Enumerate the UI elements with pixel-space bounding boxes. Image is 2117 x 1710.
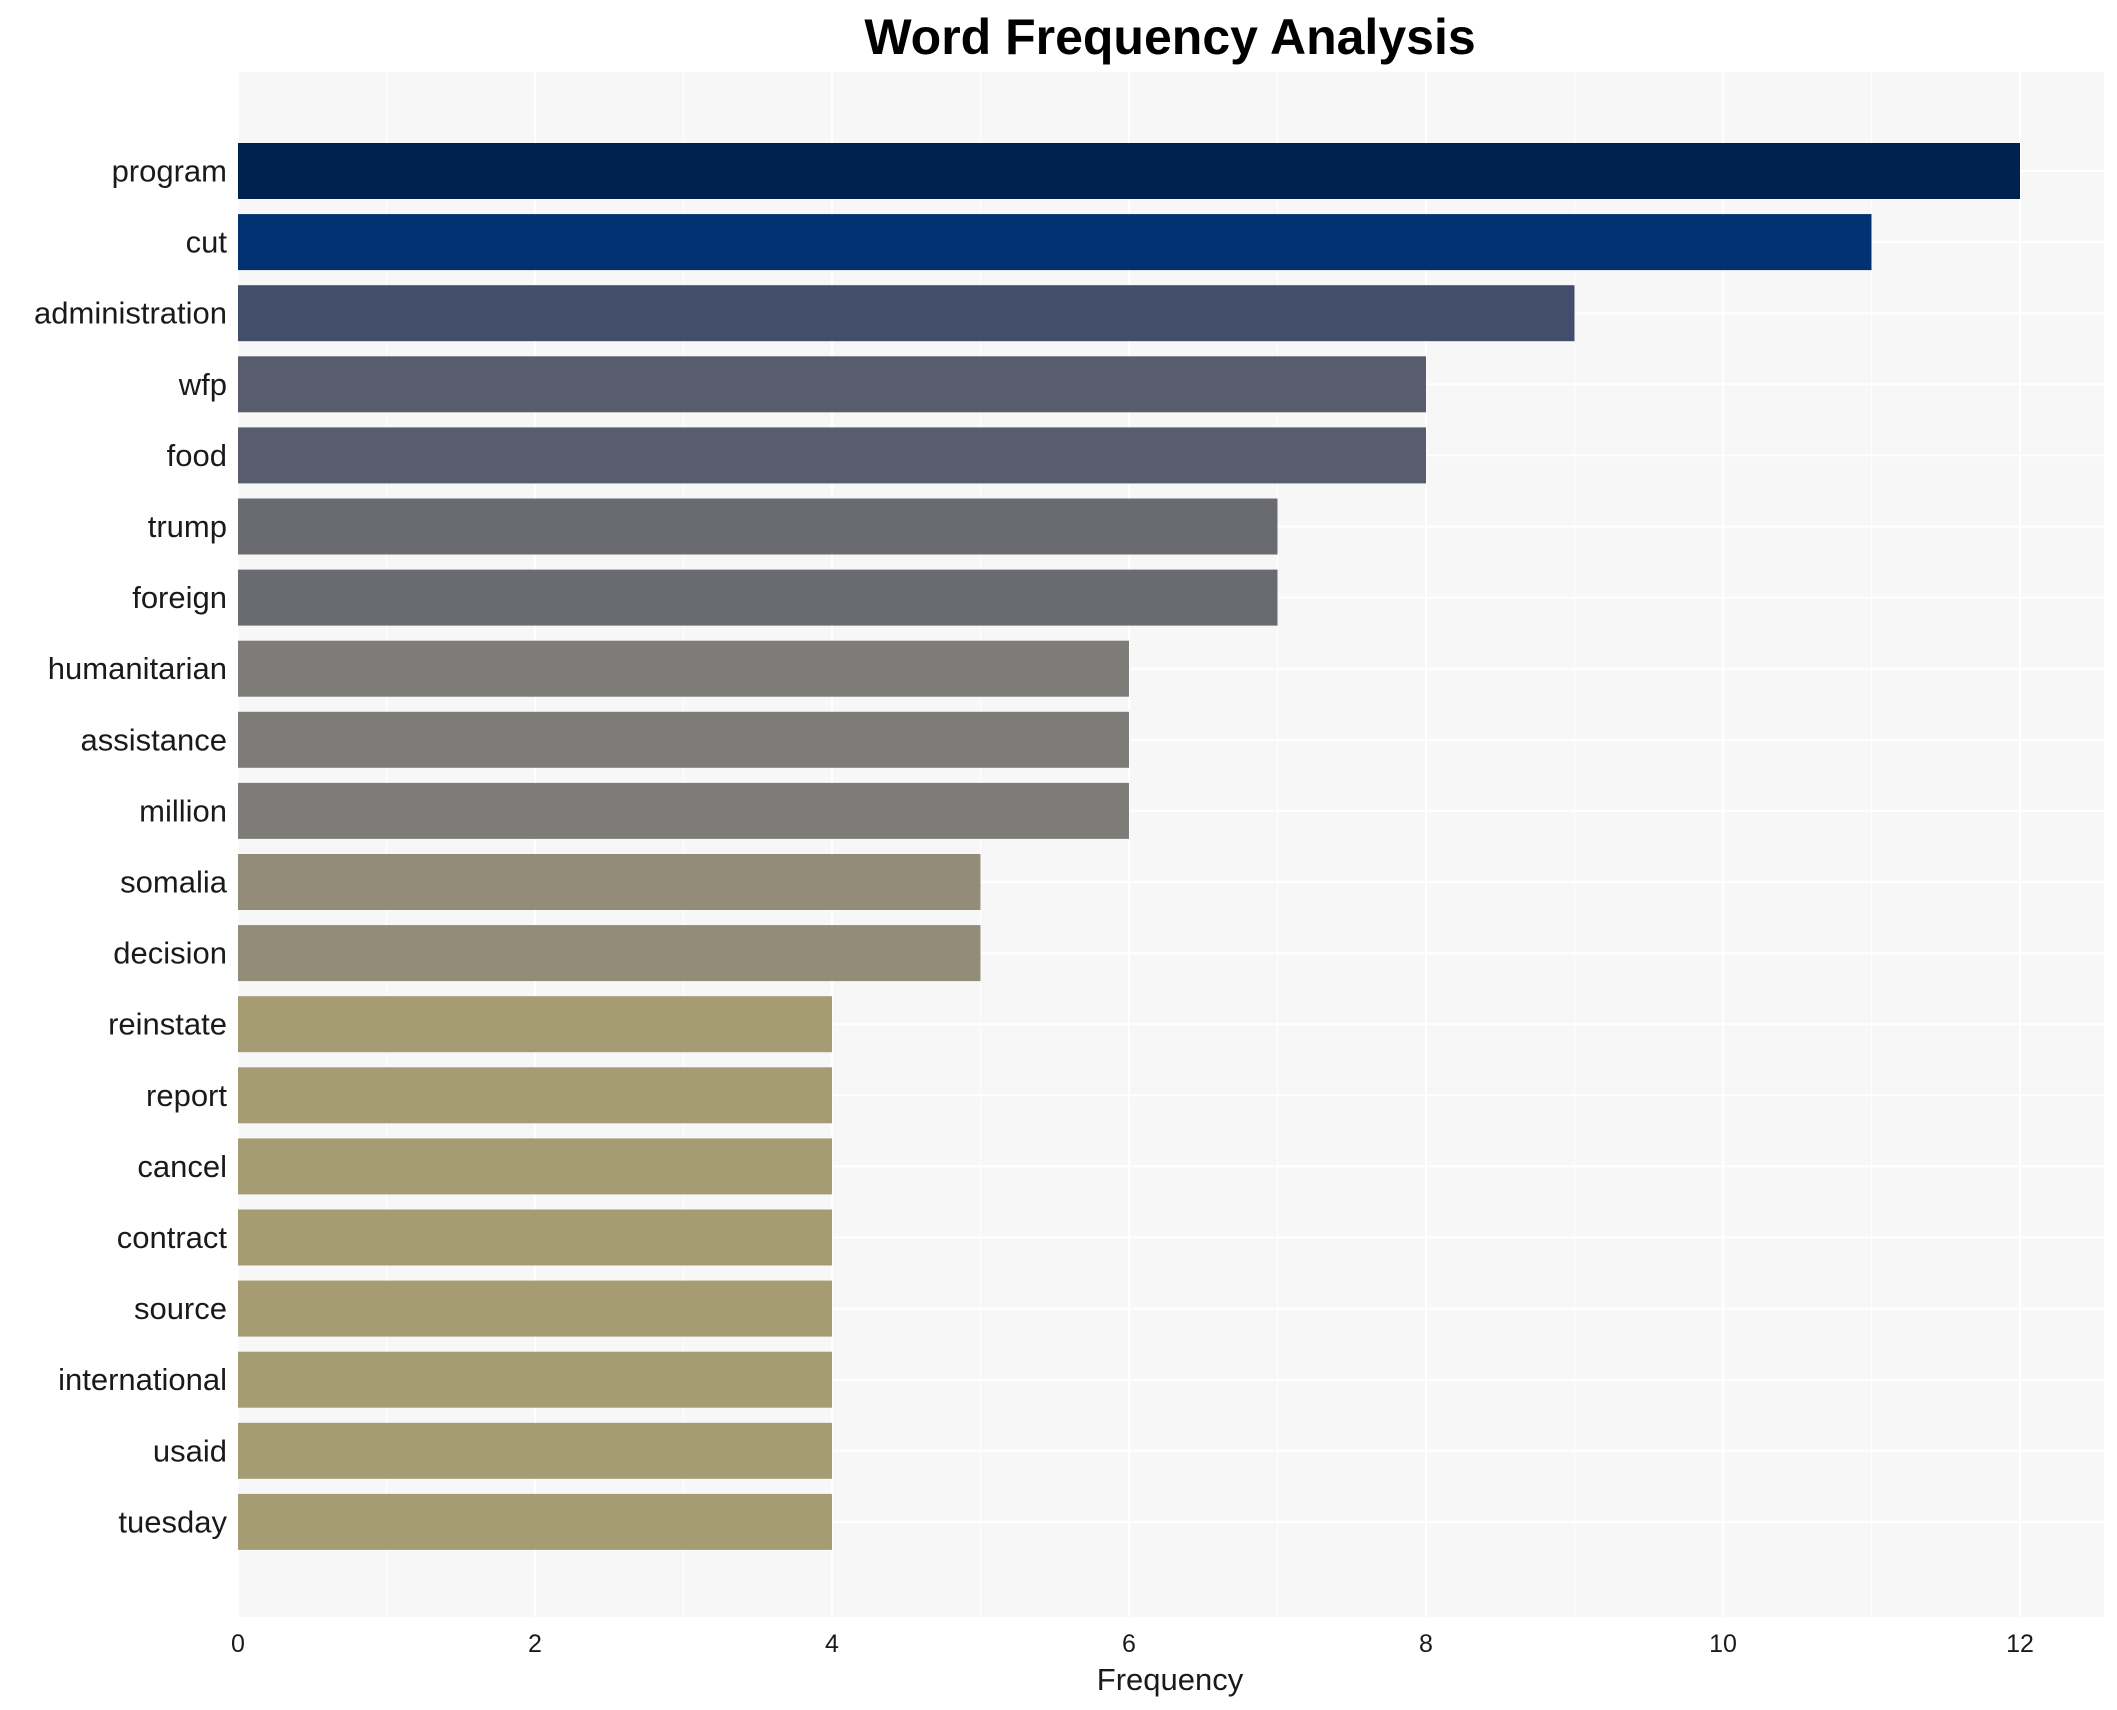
bar-usaid xyxy=(238,1422,832,1479)
bar-food xyxy=(238,427,1426,484)
category-label-contract: contract xyxy=(117,1220,228,1255)
bar-contract xyxy=(238,1209,832,1266)
x-tick-label: 12 xyxy=(2006,1630,2034,1658)
category-label-humanitarian: humanitarian xyxy=(48,651,227,686)
category-label-program: program xyxy=(112,154,227,189)
x-tick-labels: 0 2 4 6 8 10 12 xyxy=(231,1630,2034,1658)
x-tick-label: 8 xyxy=(1419,1630,1433,1658)
category-label-reinstate: reinstate xyxy=(108,1007,227,1042)
bar-million xyxy=(238,782,1129,839)
bar-administration xyxy=(238,285,1575,342)
x-tick-label: 10 xyxy=(1709,1630,1737,1658)
category-label-cancel: cancel xyxy=(137,1149,227,1184)
bar-report xyxy=(238,1067,832,1124)
bar-source xyxy=(238,1280,832,1337)
bar-tuesday xyxy=(238,1493,832,1550)
bar-foreign xyxy=(238,569,1278,626)
category-label-food: food xyxy=(167,438,227,473)
category-label-wfp: wfp xyxy=(178,367,227,402)
bar-reinstate xyxy=(238,996,832,1053)
bar-assistance xyxy=(238,711,1129,768)
category-label-report: report xyxy=(146,1078,227,1113)
category-label-cut: cut xyxy=(186,225,228,260)
category-label-foreign: foreign xyxy=(132,580,227,615)
category-label-assistance: assistance xyxy=(81,722,227,757)
category-label-tuesday: tuesday xyxy=(118,1504,227,1539)
category-label-trump: trump xyxy=(148,509,227,544)
category-label-international: international xyxy=(58,1362,227,1397)
bar-cancel xyxy=(238,1138,832,1195)
x-tick-label: 6 xyxy=(1122,1630,1136,1658)
bar-cut xyxy=(238,214,1872,271)
category-label-somalia: somalia xyxy=(120,865,228,900)
bar-humanitarian xyxy=(238,640,1129,697)
category-label-source: source xyxy=(134,1291,227,1326)
x-tick-label: 2 xyxy=(528,1630,542,1658)
bars xyxy=(238,143,2020,1550)
category-label-administration: administration xyxy=(34,296,227,331)
category-label-million: million xyxy=(139,793,227,828)
bar-international xyxy=(238,1351,832,1408)
x-tick-label: 4 xyxy=(825,1630,839,1658)
x-axis-title: Frequency xyxy=(1097,1662,1244,1697)
chart-title: Word Frequency Analysis xyxy=(864,9,1475,65)
bar-program xyxy=(238,143,2020,199)
x-tick-label: 0 xyxy=(231,1630,245,1658)
bar-somalia xyxy=(238,854,981,910)
category-labels: program cut administration wfp food trump fore… xyxy=(34,154,228,1540)
category-label-usaid: usaid xyxy=(153,1433,227,1468)
bar-wfp xyxy=(238,356,1426,413)
bar-decision xyxy=(238,925,981,982)
bar-trump xyxy=(238,498,1278,555)
category-label-decision: decision xyxy=(113,936,227,971)
